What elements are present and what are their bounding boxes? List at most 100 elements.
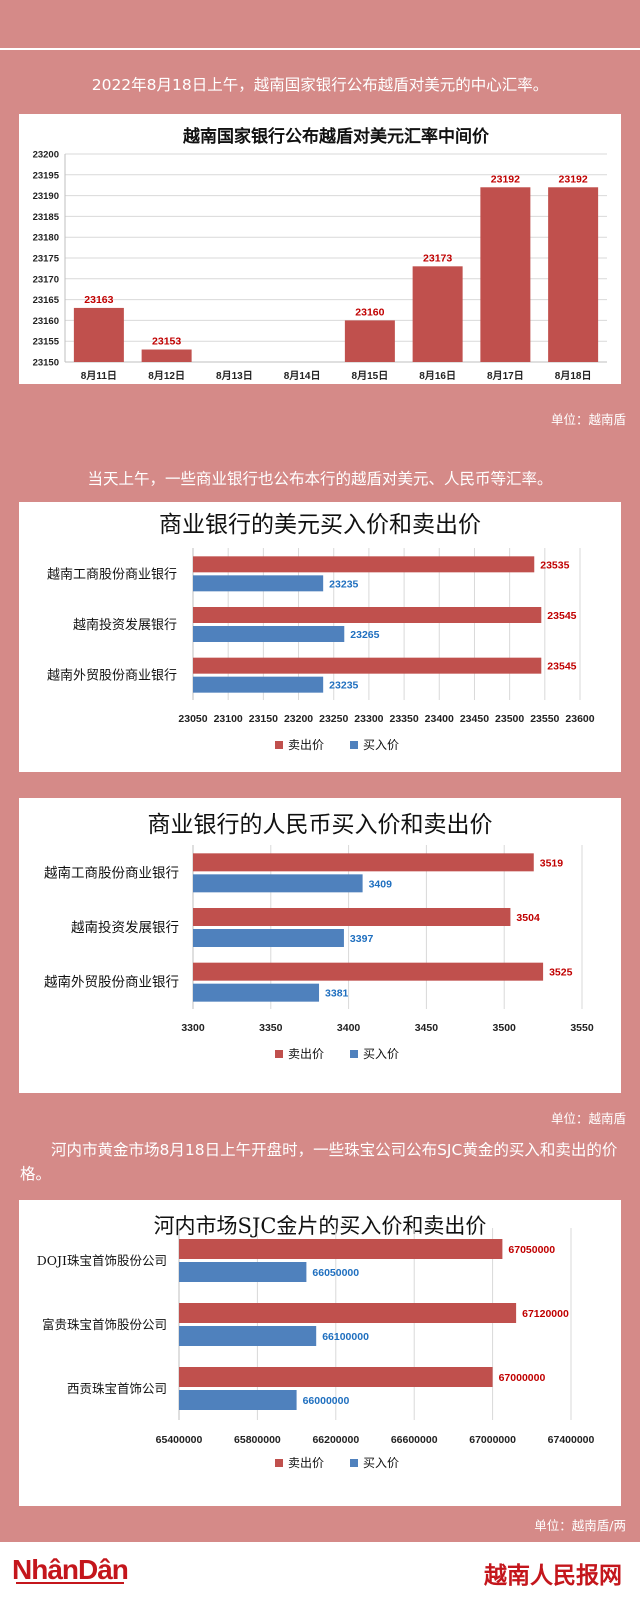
footer: NhânDân 越南人民报网 [0,1542,640,1600]
x-tick-label: 8月16日 [419,370,456,382]
legend-label: 买入价 [363,1047,399,1061]
legend-swatch-buy [350,1050,358,1058]
y-tick-label: 23200 [33,150,59,161]
x-tick-label: 8月18日 [555,370,592,382]
data-label: 23160 [355,306,384,318]
x-tick-label: 23400 [425,713,454,725]
x-tick-label: 3450 [415,1022,439,1034]
data-label: 3409 [369,878,393,890]
buy-bar [179,1390,297,1410]
legend-swatch-sell [275,1459,283,1467]
category-label: 越南投资发展银行 [73,617,177,633]
nhandan-logo[interactable]: NhânDân [12,1554,129,1586]
x-tick-label: 23500 [495,713,524,725]
x-tick-label: 8月17日 [487,370,524,382]
x-tick-label: 23300 [354,713,383,725]
cny-rate-chart: 商业银行的人民币买入价和卖出价 3300 3350 3400 3450 3500 3550 越… [44,812,594,1061]
y-tick-label: 23155 [33,337,60,348]
x-tick-label: 23250 [319,713,348,725]
bar [141,349,192,362]
chart-title: 商业银行的美元买入价和卖出价 [159,512,481,538]
legend-label: 买入价 [363,1456,399,1470]
data-label: 3504 [516,912,540,924]
buy-bar [179,1262,307,1282]
unit-label-2: 单位：越南盾 [550,1111,626,1126]
y-tick-label: 23190 [33,191,59,202]
sell-bar [179,1239,503,1259]
x-tick-label: 23100 [214,713,243,725]
y-tick-label: 23180 [33,233,59,244]
data-label: 23153 [152,336,181,348]
x-tick-label: 8月13日 [216,370,253,382]
x-tick-label: 23150 [249,713,278,725]
data-label: 67050000 [508,1244,555,1256]
unit-label-3: 单位：越南盾/两 [534,1518,626,1533]
data-label: 23163 [84,294,113,306]
data-label: 66050000 [312,1267,359,1279]
bar [412,266,463,362]
data-label: 66000000 [303,1395,350,1407]
data-label: 66100000 [322,1331,369,1343]
category-label: 西贡珠宝首饰公司 [67,1381,167,1396]
category-label: 越南工商股份商业银行 [47,566,177,582]
y-tick-label: 23165 [33,295,60,306]
data-label: 23535 [540,559,569,571]
sell-bar [193,962,544,981]
sell-bar [193,556,535,573]
unit-label-1: 单位：越南盾 [550,412,626,427]
x-tick-label: 3350 [259,1022,283,1034]
chart-title: 越南国家银行公布越盾对美元汇率中间价 [182,126,490,147]
data-label: 23173 [423,252,452,264]
intro-paragraph-2: 当天上午，一些商业银行也公布本行的越盾对美元、人民币等汇率。 [87,470,553,488]
top-divider [0,48,640,50]
category-label: 越南工商股份商业银行 [44,865,179,881]
data-label: 23192 [559,173,588,185]
data-label: 23235 [329,680,358,692]
central-rate-chart: 越南国家银行公布越盾对美元汇率中间价 23150 23155 23160 23165 23… [33,126,607,382]
bar [73,307,124,362]
logo-underline [16,1582,124,1584]
x-tick-label: 8月14日 [284,370,321,382]
legend-swatch-sell [275,741,283,749]
x-tick-label: 23350 [389,713,418,725]
y-tick-label: 23175 [33,254,60,265]
buy-bar [193,874,363,893]
data-label: 3525 [549,967,573,979]
sell-bar [193,853,534,872]
category-label: 富贵珠宝首饰股份公司 [42,1317,167,1332]
data-label: 67120000 [522,1308,569,1320]
chart-panel-gold: 河内市场SJC金片的买入价和卖出价 65400000 65800000 6620000… [19,1200,621,1506]
sell-bar [193,607,542,623]
chart-title: 商业银行的人民币买入价和卖出价 [148,812,493,838]
sell-bar [193,908,511,926]
x-tick-label: 3550 [570,1022,594,1034]
bar [548,187,599,362]
buy-bar [179,1326,317,1346]
usd-rate-chart: 商业银行的美元买入价和卖出价 23050 23100 23150 23200 23250 2… [47,512,595,752]
x-tick-label: 67400000 [548,1434,595,1446]
x-tick-label: 8月11日 [81,370,117,382]
legend-swatch-sell [275,1050,283,1058]
y-tick-label: 23195 [33,170,60,181]
chart-panel-central-rate: 越南国家银行公布越盾对美元汇率中间价 23150 23155 23160 23165 23… [19,114,621,384]
x-tick-label: 23200 [284,713,313,725]
x-tick-label: 23050 [178,713,207,725]
bar [480,187,531,362]
buy-bar [193,676,324,693]
x-tick-label: 3500 [493,1022,517,1034]
x-tick-label: 23550 [530,713,559,725]
buy-bar [193,929,344,947]
legend-label: 卖出价 [288,1456,324,1470]
x-tick-label: 66200000 [312,1434,359,1446]
legend-label: 卖出价 [288,1047,324,1061]
buy-bar [193,626,345,642]
legend-label: 卖出价 [288,738,324,752]
sell-bar [193,657,542,674]
bar [344,320,395,362]
intro-paragraph-3: 河内市黄金市场8月18日上午开盘时，一些珠宝公司公布SJC黄金的买入和卖出的价格… [20,1141,618,1183]
y-tick-label: 23150 [33,358,59,369]
x-tick-label: 23600 [565,713,594,725]
category-label: 越南外贸股份商业银行 [44,975,179,991]
chart-panel-usd: 商业银行的美元买入价和卖出价 23050 23100 23150 23200 23250 2… [19,502,621,772]
data-label: 23265 [350,629,379,641]
